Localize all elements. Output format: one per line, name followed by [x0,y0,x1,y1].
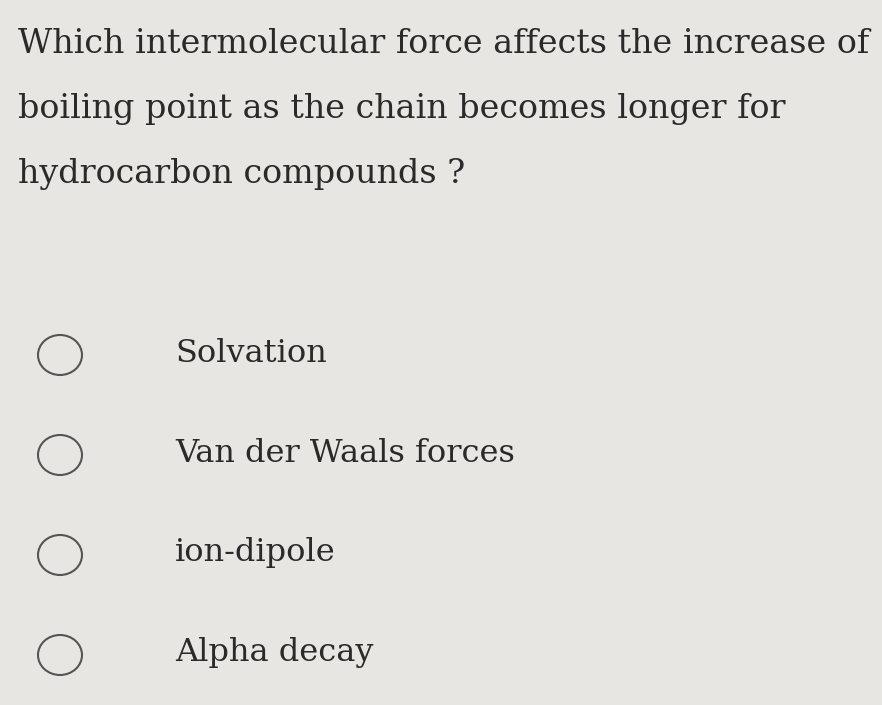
Text: hydrocarbon compounds ?: hydrocarbon compounds ? [18,158,465,190]
Text: Alpha decay: Alpha decay [175,637,373,668]
Text: boiling point as the chain becomes longer for: boiling point as the chain becomes longe… [18,93,786,125]
Text: Van der Waals forces: Van der Waals forces [175,438,515,469]
Text: Which intermolecular force affects the increase of: Which intermolecular force affects the i… [18,28,870,60]
Text: ion-dipole: ion-dipole [175,537,336,568]
Text: Solvation: Solvation [175,338,326,369]
